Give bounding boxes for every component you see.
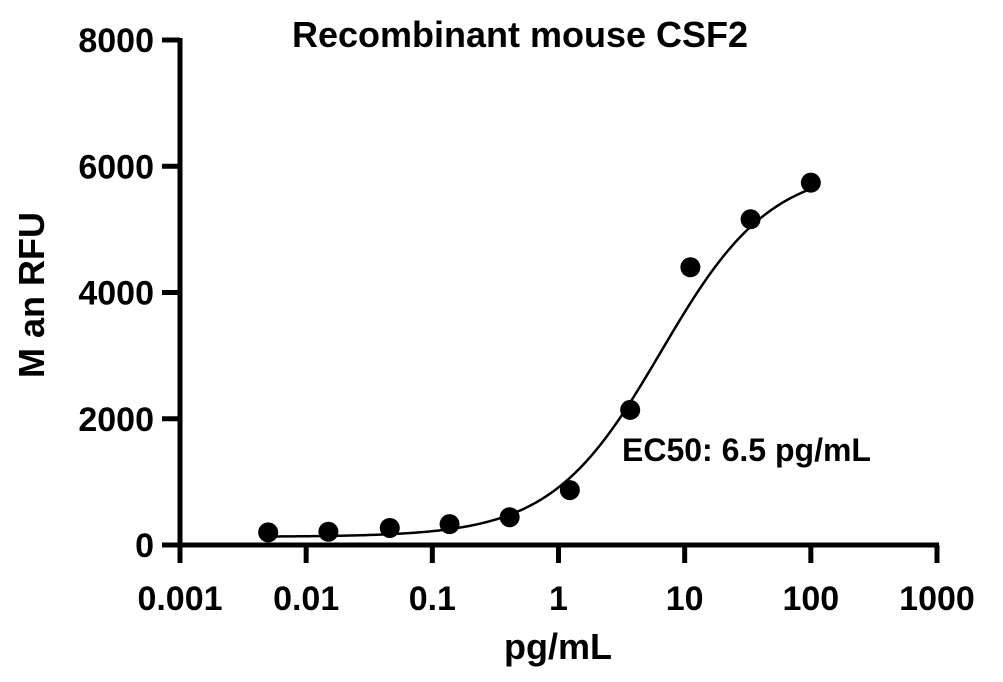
fit-curve-group xyxy=(268,187,812,538)
data-point xyxy=(258,522,279,543)
x-tick-label: 1000 xyxy=(899,580,975,618)
x-tick-label: 0.001 xyxy=(137,580,222,618)
data-point xyxy=(800,172,821,193)
y-tick-label: 8000 xyxy=(78,22,154,60)
x-tick-label: 100 xyxy=(782,580,839,618)
x-tick-label: 0.01 xyxy=(273,580,339,618)
x-axis-label: pg/mL xyxy=(504,626,612,667)
chart-title: Recombinant mouse CSF2 xyxy=(292,14,748,55)
axes: 0.001 0.01 0.1 1 10 100 1000 0 2000 4000 6000 8000 xyxy=(78,22,974,618)
data-point xyxy=(680,257,701,278)
data-point xyxy=(740,209,761,230)
ec50-annotation: EC50: 6.5 pg/mL xyxy=(622,432,871,468)
x-tick-label: 10 xyxy=(666,580,704,618)
points-group xyxy=(258,172,821,543)
y-tick-label: 2000 xyxy=(78,401,154,439)
y-tick-label: 0 xyxy=(135,527,154,565)
x-tick-label: 0.1 xyxy=(409,580,456,618)
y-tick-label: 4000 xyxy=(78,275,154,313)
data-point xyxy=(559,480,580,501)
data-point xyxy=(318,521,339,542)
data-point xyxy=(439,514,460,535)
x-tick-label: 1 xyxy=(549,580,568,618)
data-point xyxy=(499,507,520,528)
data-point xyxy=(620,399,641,420)
fit-curve xyxy=(268,187,812,538)
y-axis-label: M an RFU xyxy=(11,212,52,378)
y-tick-label: 6000 xyxy=(78,148,154,186)
data-point xyxy=(379,517,400,538)
